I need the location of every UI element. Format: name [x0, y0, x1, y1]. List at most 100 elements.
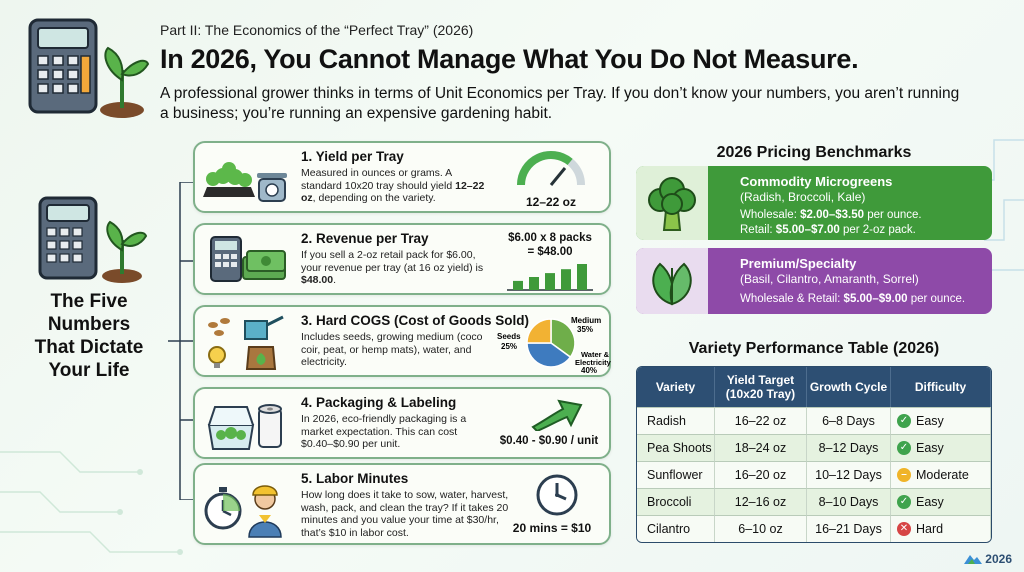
- page-title: In 2026, You Cannot Manage What You Do N…: [160, 44, 859, 74]
- easy-difficulty-icon: ✓: [897, 441, 911, 455]
- card-revenue-per-tray: 2. Revenue per Tray If you sell a 2-oz r…: [193, 223, 611, 295]
- side-title-line: Your Life: [48, 360, 130, 381]
- pie-label-medium: Medium: [571, 316, 601, 325]
- revenue-metric-total: = $48.00: [527, 246, 573, 258]
- cell-difficulty: ✕ Hard: [891, 515, 991, 542]
- difficulty-label: Easy: [916, 495, 944, 509]
- card-yield-per-tray: 1. Yield per Tray Measured in ounces or …: [193, 141, 611, 213]
- revenue-bar: [561, 269, 571, 290]
- gauge-icon: [517, 151, 585, 186]
- card-title: 5. Labor Minutes: [301, 471, 409, 486]
- price-unit: per 2-oz pack.: [839, 224, 916, 236]
- premium-varieties: (Basil, Cilantro, Amaranth, Sorrel): [740, 272, 919, 286]
- price-unit: per ounce.: [907, 293, 966, 305]
- moderate-difficulty-icon: –: [897, 468, 911, 482]
- side-title-line: That Dictate: [34, 337, 144, 358]
- commodity-wholesale: Wholesale: $2.00–$3.50 per ounce.: [740, 208, 922, 222]
- easy-difficulty-icon: ✓: [897, 414, 911, 428]
- calculator-sprout-icon-small: [38, 196, 148, 283]
- desc-text: In 2026, eco-friendly packaging is a mar…: [301, 413, 467, 450]
- table-row: Pea Shoots 18–24 oz 8–12 Days ✓ Easy: [637, 434, 991, 461]
- pricing-heading: 2026 Pricing Benchmarks: [716, 144, 912, 161]
- cell-yield: 16–22 oz: [715, 407, 807, 434]
- packaging-metric: $0.40 - $0.90 / unit: [499, 435, 599, 447]
- cell-variety: Radish: [637, 407, 715, 434]
- premium-pricing-box: Premium/Specialty (Basil, Cilantro, Amar…: [636, 248, 992, 314]
- cell-variety: Pea Shoots: [637, 434, 715, 461]
- pie-slice-seeds: [526, 318, 552, 344]
- revenue-bar-chart-icon: [507, 264, 593, 291]
- clamshell-label-roll-icon: [207, 404, 282, 450]
- difficulty-label: Moderate: [916, 468, 969, 482]
- column-header: Difficulty: [891, 367, 991, 407]
- cogs-pie-chart: Seeds 25% Medium 35% Water & Electricity …: [497, 316, 611, 375]
- broccoli-icon: [636, 166, 708, 240]
- pie-slice-water: [526, 342, 572, 368]
- cell-difficulty: ✓ Easy: [891, 488, 991, 515]
- five-numbers-title: The Five Numbers That Dictate Your Life: [14, 290, 164, 382]
- pie-pct-water: 40%: [581, 366, 597, 375]
- table-row: Broccoli 12–16 oz 8–10 Days ✓ Easy: [637, 488, 991, 515]
- calculator-sprout-icon: [28, 18, 150, 118]
- card-title: 4. Packaging & Labeling: [301, 395, 457, 410]
- table-heading: Variety Performance Table (2026): [688, 340, 940, 357]
- table-header-row: Variety Yield Target (10x20 Tray) Growth…: [637, 367, 991, 407]
- card-description: Measured in ounces or grams. A standard …: [301, 167, 491, 205]
- price-unit: per ounce.: [864, 209, 922, 221]
- cell-yield: 18–24 oz: [715, 434, 807, 461]
- desc-text: Includes seeds, growing medium (coco coi…: [301, 331, 483, 368]
- desc-text: Measured in ounces or grams. A standard …: [301, 167, 456, 192]
- difficulty-label: Hard: [916, 522, 944, 536]
- commodity-pricing-box: Commodity Microgreens (Radish, Broccoli,…: [636, 166, 992, 240]
- stopwatch-worker-icon: [204, 485, 282, 538]
- price-label: Retail:: [740, 224, 776, 236]
- mountain-logo-icon: [963, 555, 982, 564]
- logo-text: 2026: [985, 552, 1012, 566]
- difficulty-label: Easy: [916, 441, 944, 455]
- revenue-bar: [513, 280, 523, 290]
- seeds-watering-can-icon: [208, 315, 284, 370]
- gauge-fill: [517, 151, 573, 186]
- premium-title: Premium/Specialty: [740, 256, 857, 271]
- desc-bold: 12–22 oz: [301, 179, 485, 205]
- revenue-bar: [529, 277, 539, 290]
- intro-text: A professional grower thinks in terms of…: [160, 85, 960, 122]
- table-row: Radish 16–22 oz 6–8 Days ✓ Easy: [637, 407, 991, 434]
- side-title-line: The Five: [50, 291, 128, 312]
- easy-difficulty-icon: ✓: [897, 495, 911, 509]
- pie-label-water: Water & Electricity: [575, 350, 611, 367]
- commodity-title: Commodity Microgreens: [740, 174, 893, 189]
- pie-label-seeds: Seeds: [497, 332, 521, 341]
- card-description: How long does it take to sow, water, har…: [301, 489, 511, 539]
- column-header: Yield Target (10x20 Tray): [715, 367, 807, 407]
- column-header: Growth Cycle: [807, 367, 891, 407]
- cards-bracket: [168, 182, 194, 500]
- side-title-line: Numbers: [47, 314, 131, 335]
- card-description: If you sell a 2-oz retail pack for $6.00…: [301, 249, 491, 287]
- desc-text-end: .: [333, 274, 337, 286]
- revenue-metric-line: $6.00 x 8 packs: [508, 232, 592, 244]
- variety-performance-table: Variety Yield Target (10x20 Tray) Growth…: [636, 366, 992, 543]
- price-value: $5.00–$9.00: [843, 293, 908, 305]
- revenue-bar: [545, 273, 555, 290]
- price-label: Wholesale:: [740, 209, 801, 221]
- card-description: In 2026, eco-friendly packaging is a mar…: [301, 413, 491, 451]
- revenue-bar: [577, 264, 587, 290]
- yield-metric: 12–22 oz: [525, 195, 577, 209]
- premium-pricing: Wholesale & Retail: $5.00–$9.00 per ounc…: [740, 292, 965, 306]
- card-title: 3. Hard COGS (Cost of Goods Sold): [301, 313, 530, 328]
- card-title: 2. Revenue per Tray: [301, 231, 429, 246]
- price-value: $2.00–$3.50: [800, 209, 865, 221]
- basil-leaf-icon: [636, 248, 708, 314]
- table-row: Cilantro 6–10 oz 16–21 Days ✕ Hard: [637, 515, 991, 542]
- card-title: 1. Yield per Tray: [301, 149, 404, 164]
- commodity-retail: Retail: $5.00–$7.00 per 2-oz pack.: [740, 223, 916, 237]
- cell-difficulty: ✓ Easy: [891, 434, 991, 461]
- revenue-metric: $6.00 x 8 packs = $48.00: [491, 231, 609, 259]
- card-description: Includes seeds, growing medium (coco coi…: [301, 331, 491, 369]
- desc-text: How long does it take to sow, water, har…: [301, 489, 509, 539]
- cell-variety: Cilantro: [637, 515, 715, 542]
- gauge-needle: [549, 167, 567, 186]
- labor-metric: 20 mins = $10: [512, 521, 592, 535]
- cell-cycle: 8–12 Days: [807, 434, 891, 461]
